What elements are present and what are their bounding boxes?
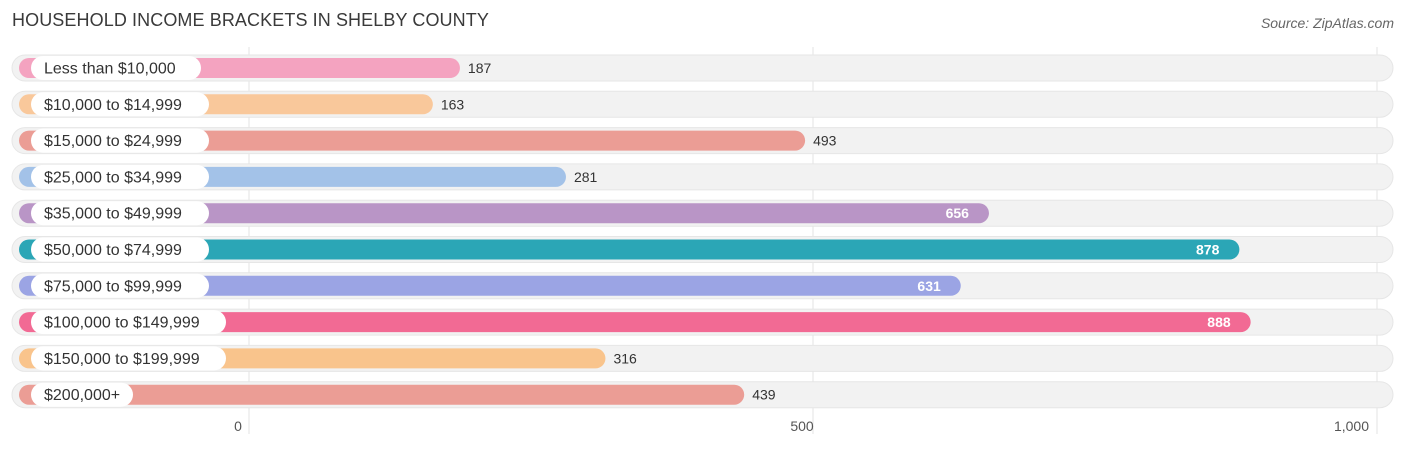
bar-row: $150,000 to $199,999 316 [11, 344, 1394, 372]
bar-row: $15,000 to $24,999 493 [11, 127, 1394, 155]
category-pill [31, 201, 209, 226]
category-pill [31, 56, 201, 80]
value-label: 316 [613, 350, 637, 366]
value-label: 878 [1196, 242, 1220, 258]
value-label: 493 [813, 133, 837, 149]
category-label: $25,000 to $34,999 [44, 169, 182, 186]
bars-layer: Less than $10,000 187 $10,000 to $14,999 16… [11, 54, 1394, 409]
category-pill [31, 237, 209, 262]
category-label: Less than $10,000 [44, 61, 176, 78]
category-pill [31, 310, 226, 335]
category-label: $200,000+ [44, 387, 120, 404]
bar-row: $200,000+ 439 [11, 381, 1394, 409]
bar [19, 384, 745, 405]
category-label: $150,000 to $199,999 [44, 351, 200, 368]
value-label: 163 [441, 96, 465, 112]
category-pill [31, 382, 133, 407]
bar [19, 312, 1251, 333]
bar [19, 130, 806, 151]
x-tick-label: 1,000 [1334, 418, 1369, 434]
category-pill [31, 164, 209, 189]
bar-row: $100,000 to $149,999 888 [11, 308, 1394, 336]
category-pill [31, 346, 226, 371]
category-pill [31, 273, 209, 298]
bar-row: $25,000 to $34,999 281 [11, 163, 1394, 191]
bar-row: $35,000 to $49,999 656 [11, 199, 1394, 227]
bar-row: $75,000 to $99,999 631 [11, 272, 1394, 300]
value-label: 187 [468, 60, 492, 76]
category-label: $15,000 to $24,999 [44, 133, 182, 150]
bar [19, 239, 1240, 260]
value-label: 281 [574, 169, 598, 185]
ticks-layer: 0 500 1,000 [234, 418, 1369, 434]
x-tick-label: 500 [790, 418, 814, 434]
category-pill [31, 92, 209, 117]
source-note: Source: ZipAtlas.com [1260, 15, 1394, 31]
category-pill [31, 128, 209, 153]
bar-row: Less than $10,000 187 [11, 54, 1394, 82]
category-label: $50,000 to $74,999 [44, 242, 182, 259]
value-label: 631 [917, 278, 941, 294]
bar-row: $50,000 to $74,999 878 [11, 236, 1394, 263]
value-label: 656 [946, 205, 970, 221]
bar [19, 275, 961, 296]
value-label: 888 [1207, 314, 1231, 330]
bar [19, 203, 989, 224]
category-label: $100,000 to $149,999 [44, 315, 200, 332]
category-label: $35,000 to $49,999 [44, 206, 182, 223]
x-tick-label: 0 [234, 418, 242, 434]
chart-title: HOUSEHOLD INCOME BRACKETS IN SHELBY COUN… [12, 10, 489, 30]
category-label: $75,000 to $99,999 [44, 278, 182, 295]
category-label: $10,000 to $14,999 [44, 97, 182, 114]
value-label: 439 [752, 387, 776, 403]
bar-row: $10,000 to $14,999 163 [11, 90, 1394, 118]
